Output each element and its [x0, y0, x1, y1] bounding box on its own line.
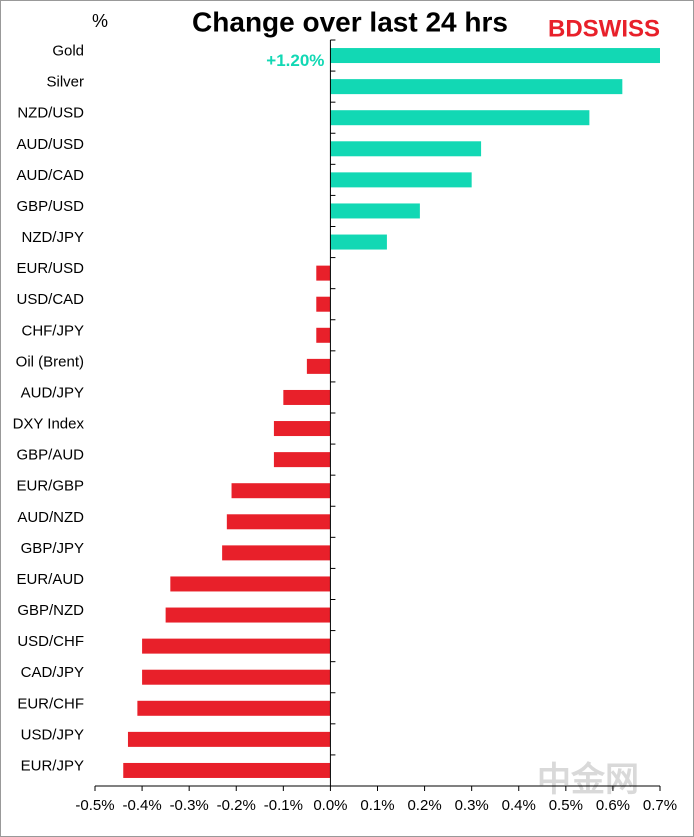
logo: BDSWISS [548, 15, 660, 42]
bar [330, 234, 387, 250]
y-tick-label: AUD/JPY [21, 384, 84, 401]
y-tick-label: AUD/CAD [16, 167, 84, 184]
y-tick-label: GBP/USD [16, 198, 84, 215]
y-tick-label: DXY Index [13, 416, 85, 433]
x-tick-label: 0.3% [455, 797, 489, 814]
y-tick-label: NZD/JPY [21, 229, 84, 246]
bar [123, 762, 331, 778]
y-tick-label: Oil (Brent) [16, 353, 84, 370]
y-tick-label: GBP/NZD [17, 602, 84, 619]
x-tick-label: 0.1% [360, 797, 394, 814]
y-tick-label: AUD/NZD [17, 509, 84, 526]
x-tick-label: -0.2% [217, 797, 256, 814]
bar [273, 421, 331, 437]
y-tick-label: USD/CHF [17, 633, 84, 650]
x-tick-label: -0.3% [170, 797, 209, 814]
bar [127, 731, 331, 747]
bar [330, 79, 623, 95]
value-label: +1.20% [266, 51, 324, 70]
y-tick-label: Gold [52, 43, 84, 60]
y-tick-label: EUR/GBP [16, 478, 84, 495]
y-tick-label: USD/JPY [21, 726, 84, 743]
bar [273, 452, 331, 468]
bar [316, 327, 331, 343]
bar [306, 358, 331, 374]
bar [330, 48, 660, 64]
bar [330, 172, 472, 188]
bar [316, 265, 331, 281]
y-tick-label: CHF/JPY [21, 322, 84, 339]
x-tick-label: -0.1% [264, 797, 303, 814]
bar [222, 545, 331, 561]
y-tick-label: AUD/USD [16, 136, 84, 153]
x-tick-label: 0.6% [596, 797, 630, 814]
y-tick-label: Silver [46, 74, 84, 91]
bar [142, 669, 331, 685]
watermark: 中金网 [537, 760, 639, 799]
bar [330, 141, 482, 157]
y-tick-label: GBP/AUD [16, 447, 84, 464]
x-tick-label: 0.2% [407, 797, 441, 814]
unit-label: % [92, 11, 108, 31]
x-tick-label: -0.5% [75, 797, 114, 814]
bar [170, 576, 331, 592]
x-tick-label: 0.0% [313, 797, 347, 814]
x-tick-label: -0.4% [122, 797, 161, 814]
y-tick-label: EUR/JPY [21, 757, 84, 774]
y-tick-label: USD/CAD [16, 291, 84, 308]
x-tick-label: 0.7% [643, 797, 677, 814]
bar [330, 110, 590, 126]
x-tick-label: 0.4% [502, 797, 536, 814]
bar [142, 638, 331, 654]
y-tick-label: EUR/USD [16, 260, 84, 277]
chart-title: Change over last 24 hrs [192, 6, 508, 37]
y-tick-label: CAD/JPY [21, 664, 84, 681]
y-tick-label: NZD/USD [17, 105, 84, 122]
x-tick-label: 0.5% [549, 797, 583, 814]
bar [231, 483, 331, 499]
y-tick-label: GBP/JPY [21, 540, 84, 557]
bar [137, 700, 331, 716]
bar [330, 203, 420, 219]
bar [316, 296, 331, 312]
y-tick-label: EUR/CHF [17, 695, 84, 712]
bar [165, 607, 331, 623]
y-tick-label: EUR/AUD [16, 571, 84, 588]
bar [283, 389, 331, 405]
bar [226, 514, 331, 530]
